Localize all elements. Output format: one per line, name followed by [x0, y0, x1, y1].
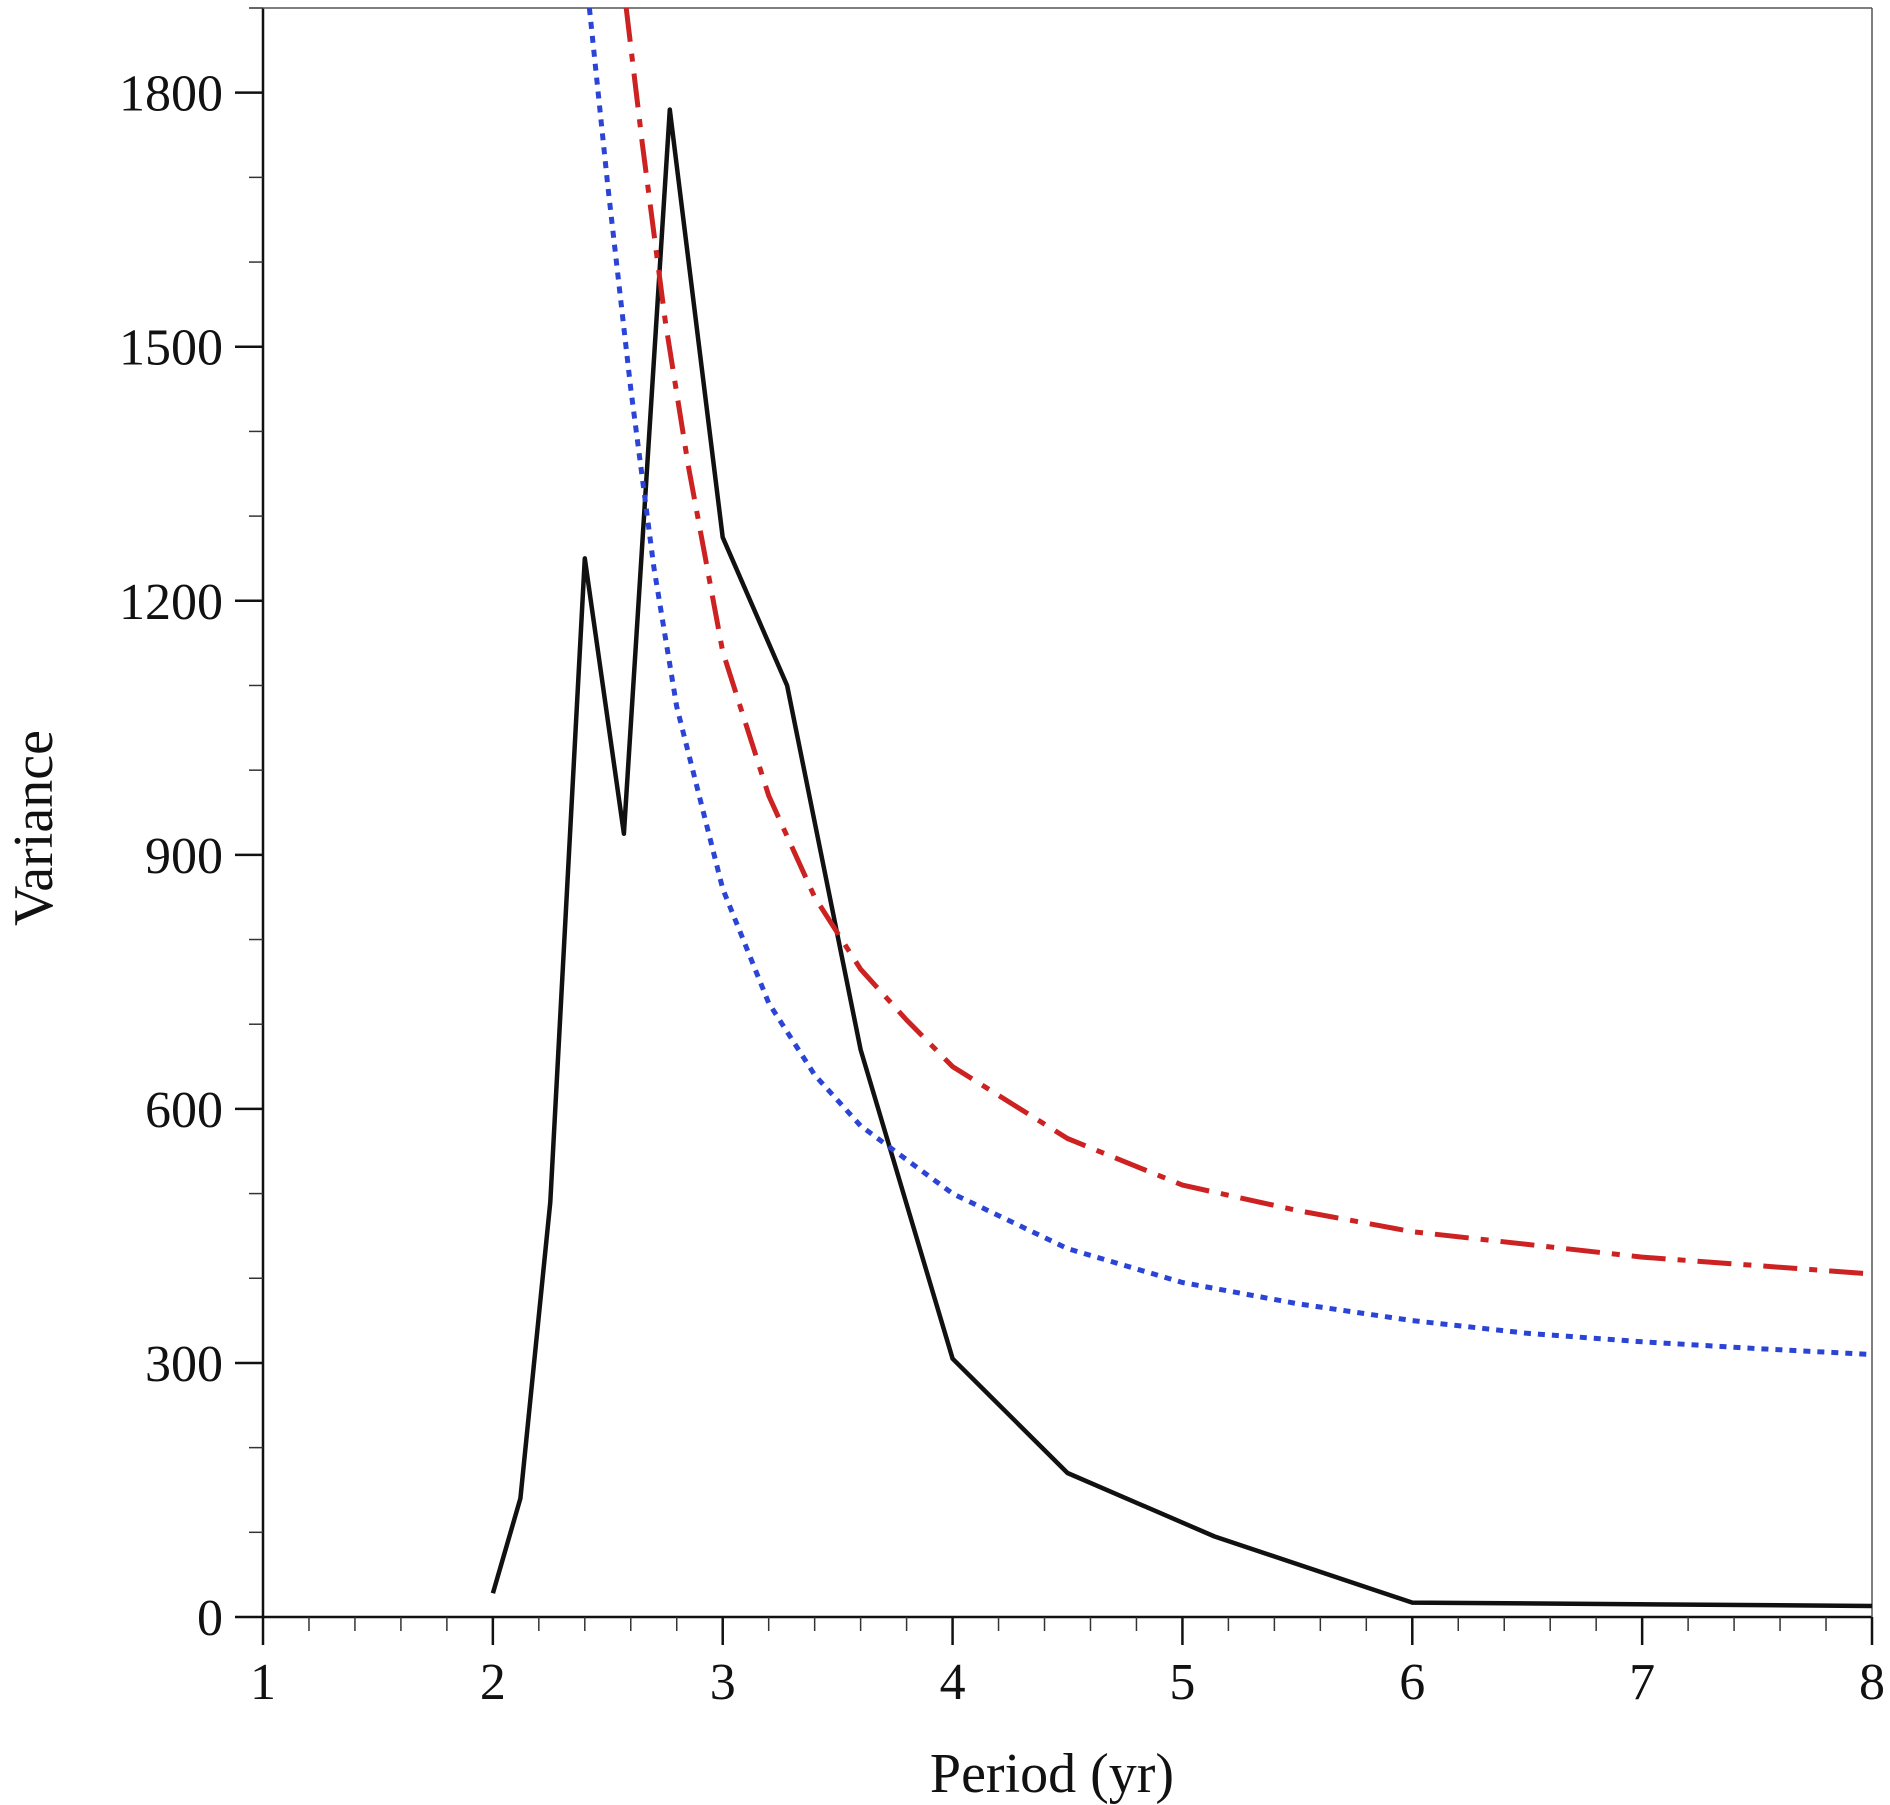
y-tick-label: 900 — [145, 828, 223, 885]
spectrum-line — [490, 107, 1872, 1609]
x-tick-label: 5 — [1169, 1654, 1195, 1711]
blue-dotted-curve — [586, 8, 1872, 1357]
y-tick-label: 1200 — [119, 574, 223, 631]
x-tick-label: 6 — [1399, 1654, 1425, 1711]
y-tick-label: 0 — [197, 1590, 223, 1647]
y-tick-label: 1800 — [119, 66, 223, 123]
series-lines — [490, 8, 1872, 1609]
y-axis-label: Variance — [3, 730, 65, 926]
x-tick-label: 7 — [1629, 1654, 1655, 1711]
x-tick-label: 8 — [1859, 1654, 1885, 1711]
y-tick-label: 1500 — [119, 320, 223, 377]
x-tick-label: 3 — [710, 1654, 736, 1711]
tick-labels: 1 2 3 4 5 6 7 8 0 300 600 900 1200 1500 1800 — [119, 66, 1885, 1711]
red-dashdot-curve — [623, 8, 1872, 1277]
x-axis-label: Period (yr) — [930, 1743, 1174, 1805]
axes — [261, 7, 1873, 1619]
tick-marks — [235, 7, 1874, 1645]
x-tick-label: 1 — [250, 1654, 276, 1711]
y-tick-label: 600 — [145, 1082, 223, 1139]
y-tick-label: 300 — [145, 1336, 223, 1393]
x-tick-label: 4 — [940, 1654, 966, 1711]
x-tick-label: 2 — [480, 1654, 506, 1711]
